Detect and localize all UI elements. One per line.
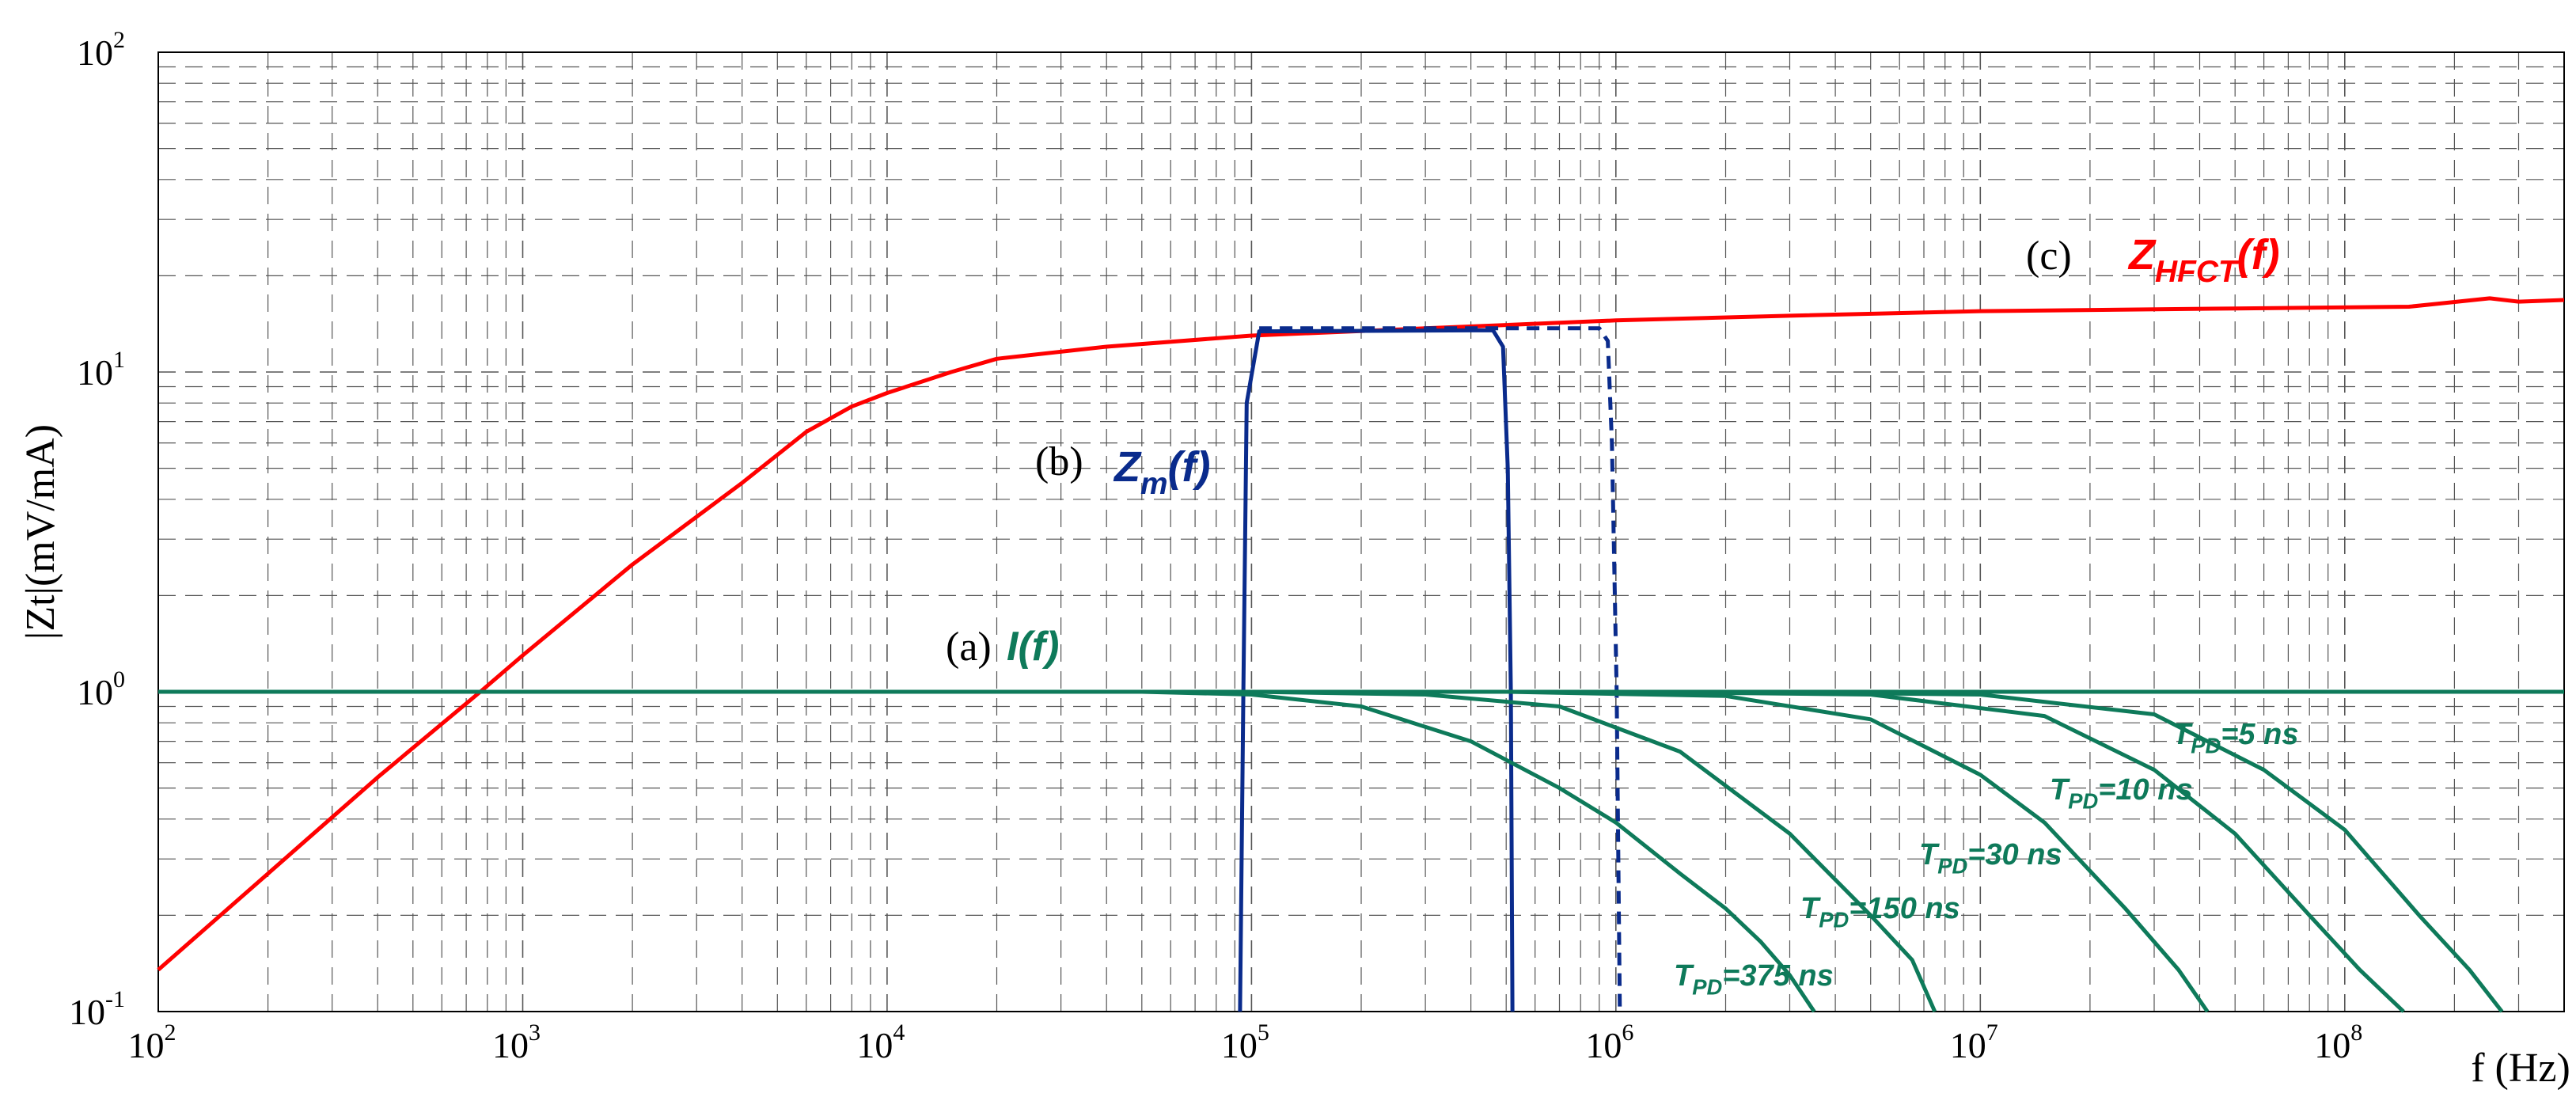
series-group: [157, 296, 2565, 1013]
y-tick-label: 102: [77, 27, 125, 73]
x-tick-label: 102: [128, 1019, 176, 1065]
series-a-label: I(f): [1007, 624, 1059, 670]
tpd-label-6: TPD=30 ns: [1919, 838, 2062, 878]
y-tick-labels: 10-1 100 101 102: [69, 27, 125, 1032]
series-line-5: [1251, 689, 1937, 1013]
series-line-4: [1141, 689, 1816, 1013]
series-b-label: Zm(f): [1113, 443, 1211, 501]
grid: [158, 52, 2564, 1012]
series-line-6: [1506, 689, 2210, 1013]
curve-labels: (c) ZHFCT(f) (b) Zm(f) (a) I(f) TPD=375 ns TPD=…: [946, 231, 2298, 999]
tpd-label-7: TPD=10 ns: [2050, 773, 2193, 813]
series-c-tag: (c): [2026, 233, 2072, 279]
y-tick-label: 101: [77, 347, 125, 393]
x-tick-label: 104: [856, 1019, 905, 1065]
series-line-1: [1238, 328, 1515, 1012]
x-tick-label: 106: [1585, 1019, 1633, 1065]
x-tick-label: 108: [2314, 1019, 2362, 1065]
x-tick-label: 103: [492, 1019, 541, 1065]
y-axis-label: |Zt|(mV/mA): [18, 424, 63, 640]
x-tick-label: 105: [1221, 1019, 1269, 1065]
x-axis-label: f (Hz): [2471, 1046, 2570, 1091]
x-tick-labels: 102 103 104 105 106 107 108: [128, 1019, 2363, 1065]
series-line-2: [1259, 326, 1622, 1012]
x-tick-label: 107: [1950, 1019, 1998, 1065]
tpd-label-4: TPD=375 ns: [1674, 959, 1834, 999]
y-tick-label: 10-1: [69, 986, 125, 1032]
plot-frame: [157, 51, 2565, 1012]
series-line-0: [157, 296, 2565, 972]
series-c-label: ZHFCT(f): [2127, 231, 2280, 289]
series-line-7: [1615, 689, 2405, 1013]
tpd-label-8: TPD=5 ns: [2172, 718, 2298, 757]
series-a-tag: (a): [946, 625, 992, 670]
series-line-8: [1725, 689, 2504, 1013]
y-tick-label: 100: [77, 666, 125, 712]
series-b-tag: (b): [1035, 439, 1083, 484]
tpd-label-5: TPD=150 ns: [1800, 892, 1960, 932]
